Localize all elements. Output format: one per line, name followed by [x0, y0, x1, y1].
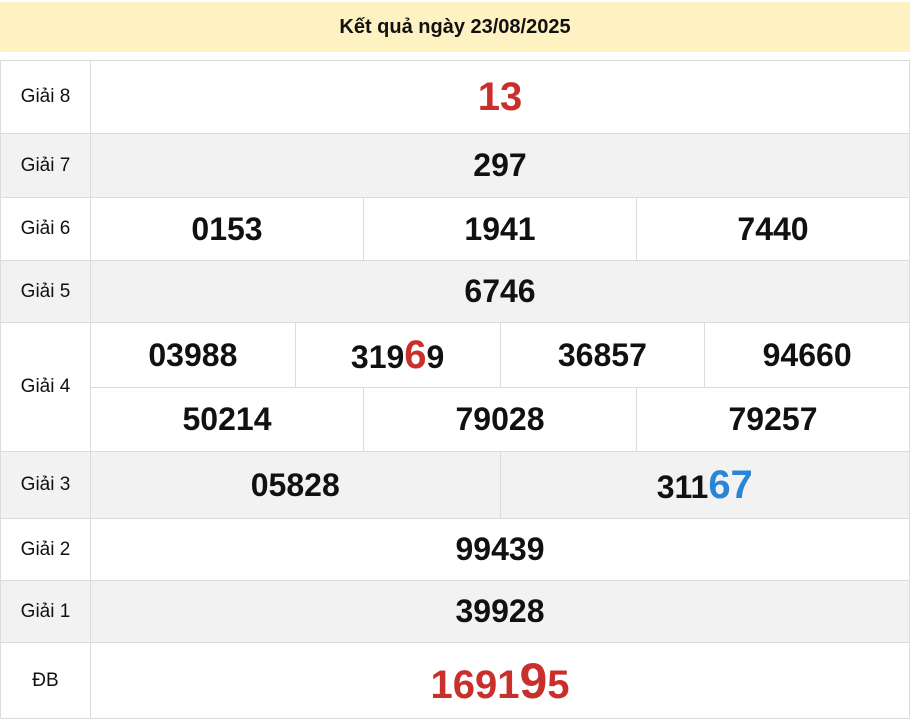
prize-row-g1: Giải 1 39928 — [0, 580, 910, 643]
number-suffix: 5 — [547, 662, 570, 707]
prize-label: Giải 7 — [0, 133, 91, 198]
prize-number: 1941 — [464, 210, 536, 247]
prize-number: 13 — [477, 74, 523, 119]
prize-number: 79028 — [455, 401, 545, 437]
prize-label: Giải 3 — [0, 451, 91, 519]
prize-number: 297 — [473, 147, 527, 183]
prize-row-g5: Giải 5 6746 — [0, 260, 910, 323]
special-prize-number: 169195 — [430, 653, 570, 709]
results-table: Giải 8 13 Giải 7 297 Giải 6 0153 1941 74… — [0, 60, 910, 719]
number-prefix: 1691 — [430, 662, 520, 707]
prize-number: 6746 — [464, 273, 536, 309]
prize-number: 03988 — [148, 336, 238, 373]
number-highlight: 9 — [519, 652, 548, 709]
number-highlight: 6 — [404, 332, 427, 377]
prize-label: Giải 2 — [0, 518, 91, 581]
prize-number: 05828 — [250, 466, 340, 503]
prize-row-g6: Giải 6 0153 1941 7440 — [0, 197, 910, 261]
prize-row-g8: Giải 8 13 — [0, 60, 910, 134]
prize-row-g4: Giải 4 03988 31969 36857 94660 50214 790… — [0, 322, 910, 452]
prize-row-special: ĐB 169195 — [0, 642, 910, 719]
number-prefix: 311 — [656, 468, 709, 505]
prize-label: Giải 8 — [0, 60, 91, 134]
number-prefix: 319 — [350, 338, 405, 375]
prize-label: Giải 6 — [0, 197, 91, 261]
prize-row-g3: Giải 3 05828 31167 — [0, 451, 910, 519]
prize-label: Giải 5 — [0, 260, 91, 323]
prize-number: 36857 — [557, 336, 647, 373]
prize-number: 39928 — [455, 593, 545, 629]
prize-label: ĐB — [0, 642, 91, 719]
results-date-header: Kết quả ngày 23/08/2025 — [0, 2, 910, 52]
prize-label: Giải 1 — [0, 580, 91, 643]
prize-row-g7: Giải 7 297 — [0, 133, 910, 198]
prize-row-g2: Giải 2 99439 — [0, 518, 910, 581]
prize-number: 0153 — [191, 210, 263, 247]
number-suffix: 9 — [426, 338, 445, 375]
number-highlight: 67 — [708, 462, 753, 507]
prize-number: 50214 — [182, 401, 272, 437]
prize-number: 79257 — [728, 401, 818, 437]
prize-number: 99439 — [455, 531, 545, 567]
prize-number: 94660 — [762, 336, 852, 373]
prize-number: 7440 — [737, 210, 809, 247]
prize-number: 31969 — [351, 333, 444, 378]
prize-label: Giải 4 — [0, 322, 91, 452]
prize-number: 31167 — [657, 463, 753, 508]
